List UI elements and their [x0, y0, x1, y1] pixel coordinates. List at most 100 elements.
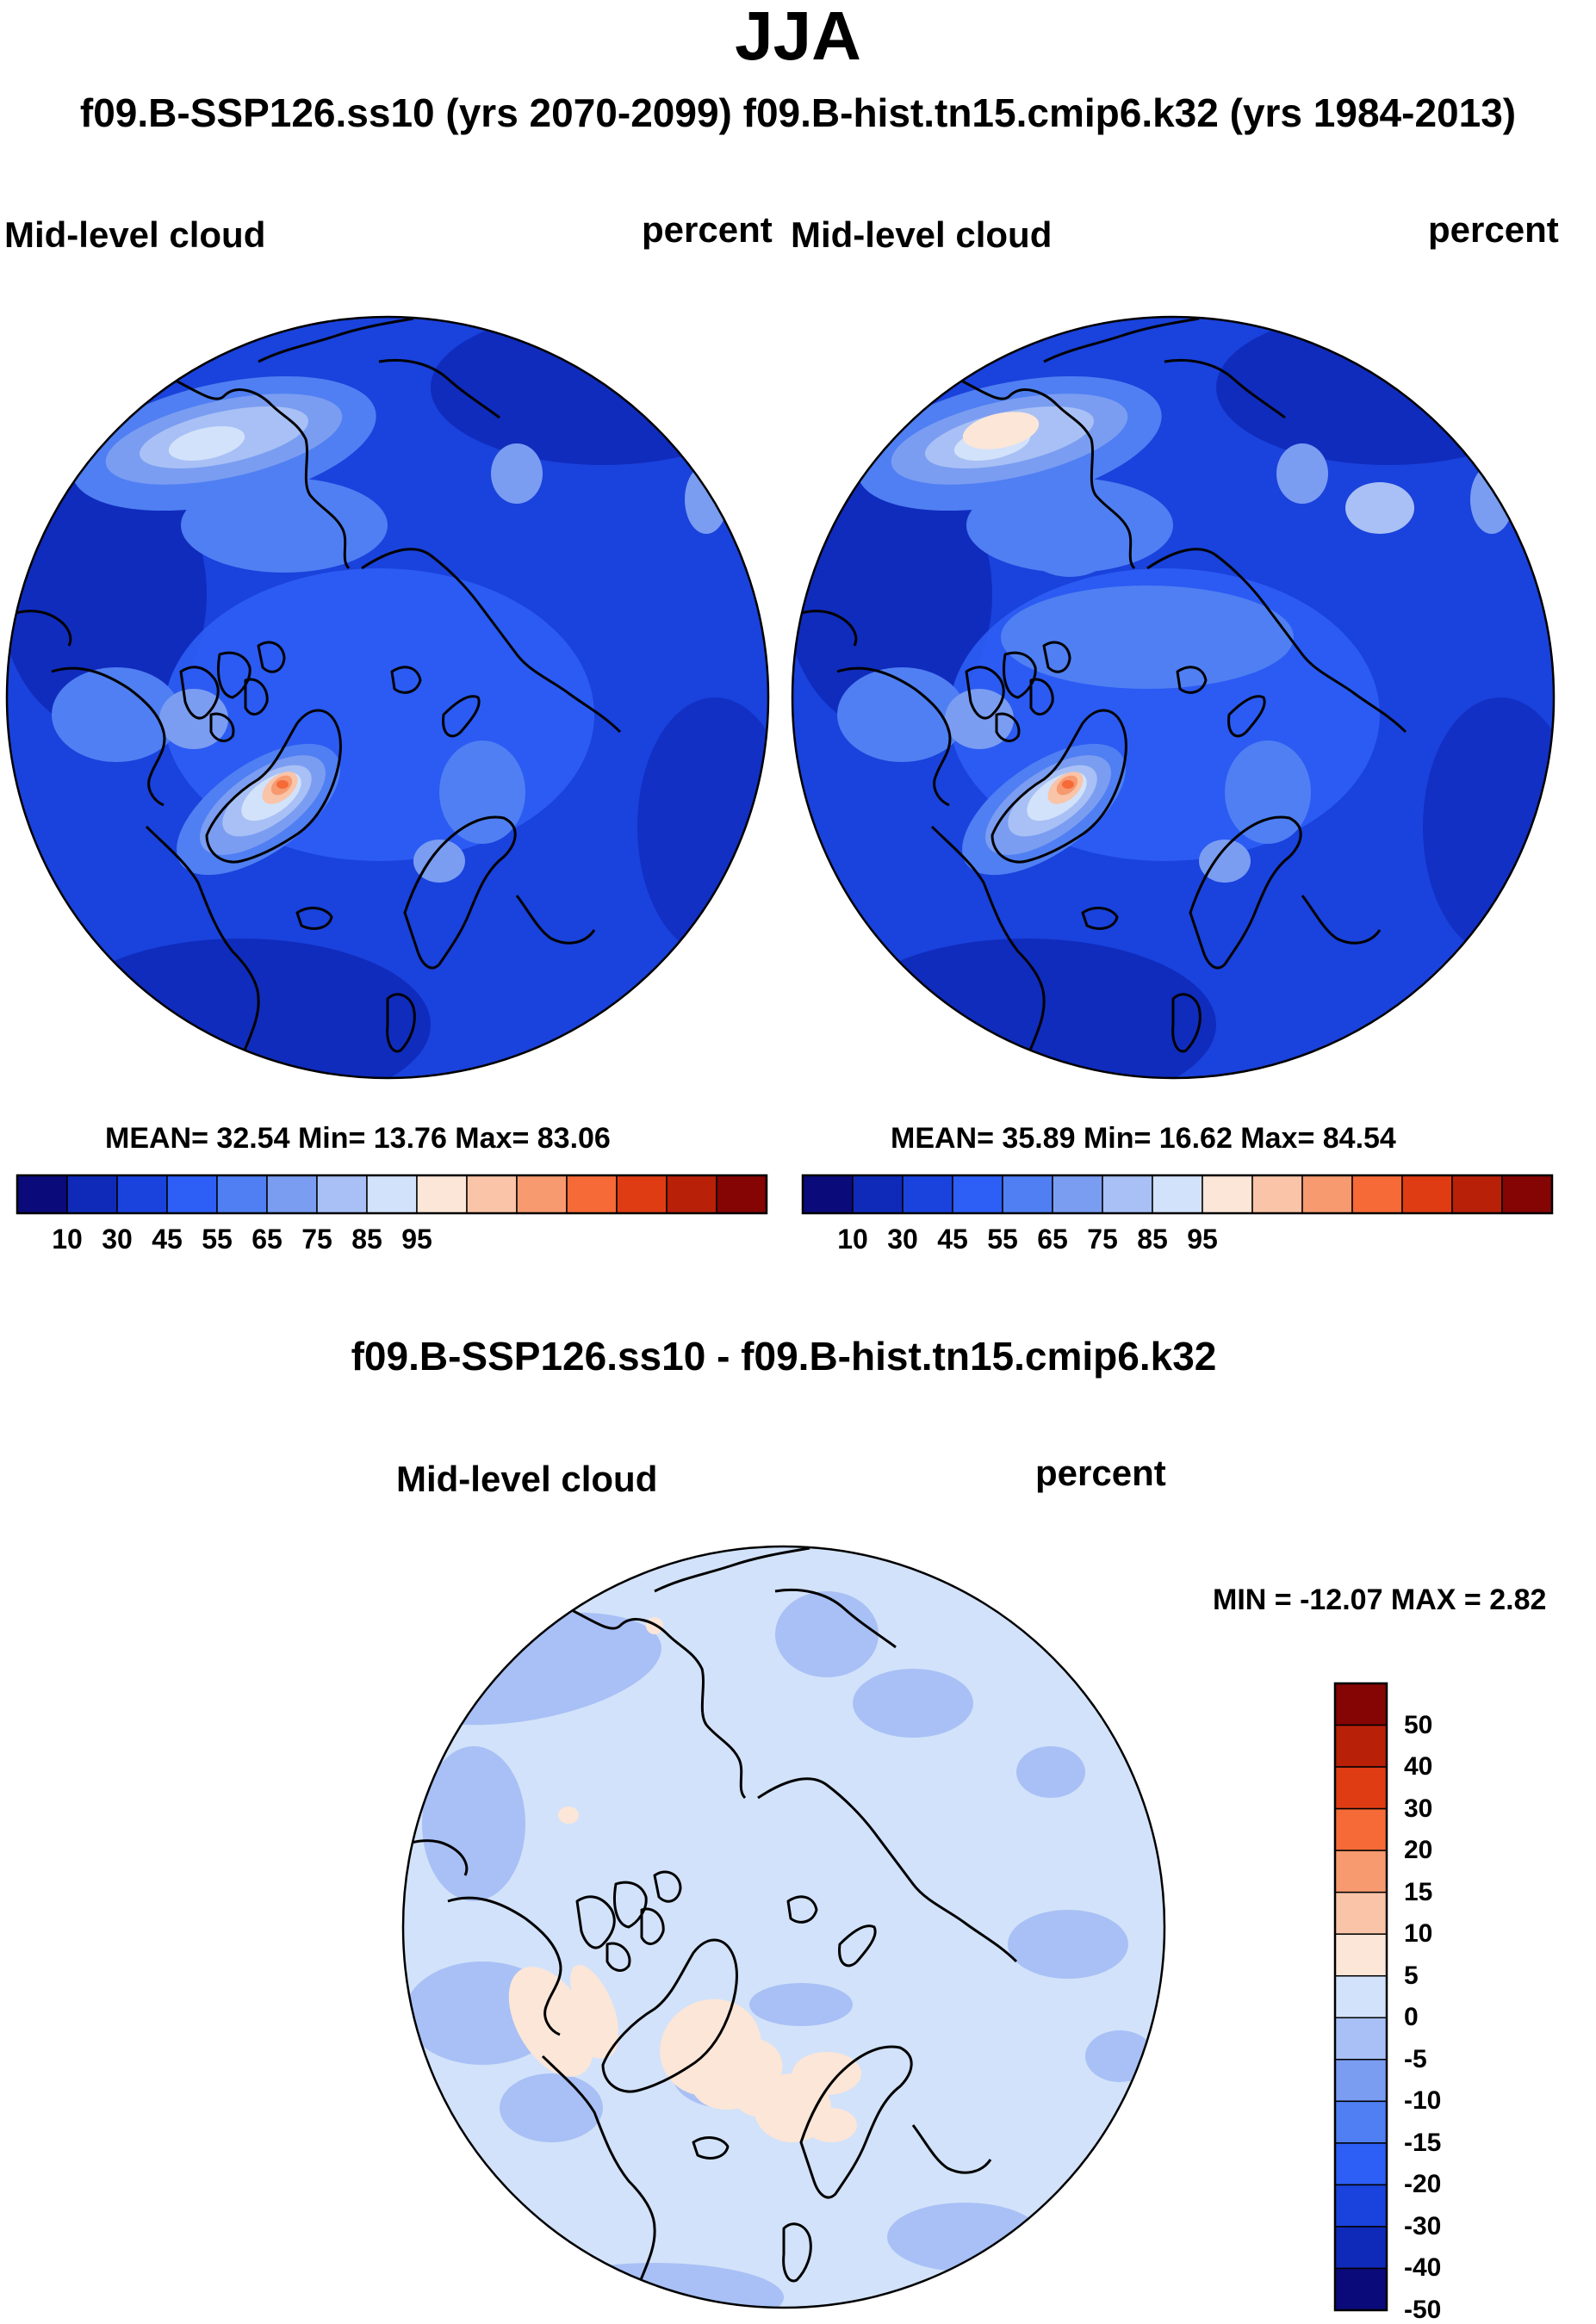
colorbar-tick-label: 50: [1404, 1710, 1433, 1739]
coastline: [1146, 548, 1407, 734]
colorbar-swatch: [616, 1174, 668, 1214]
colorbar-tick-label: 85: [1137, 1224, 1168, 1255]
map-border: [5, 315, 770, 1080]
colorbar-swatch: [852, 1174, 904, 1214]
field-contour: [7, 456, 207, 732]
coastline: [541, 2054, 656, 2308]
colorbar-swatch: [952, 1174, 1003, 1214]
field-contour: [1276, 443, 1328, 504]
colorbar-swatch: [1334, 2017, 1388, 2061]
field-contour: [962, 412, 1040, 449]
colorbar-frame: [16, 1174, 768, 1215]
coastline: [209, 712, 235, 742]
field-contour: [775, 1591, 879, 1677]
colorbar-swatch: [802, 1174, 854, 1214]
field-contour: [1085, 2030, 1154, 2082]
coastline: [757, 1777, 1018, 1963]
coastline: [515, 895, 596, 945]
colorbar-swatch: [1334, 2100, 1388, 2144]
field-contour: [1008, 1910, 1128, 1979]
colorbar-tick-label: -10: [1404, 2086, 1442, 2116]
colorbar-swatch: [1251, 1174, 1303, 1214]
colorbar-swatch: [466, 1174, 518, 1214]
field-contour: [1216, 317, 1554, 465]
colorbar-swatch: [716, 1174, 767, 1214]
field-contour: [1225, 741, 1311, 844]
map-field: [403, 1546, 1164, 2308]
colorbar-swatch: [1501, 1174, 1553, 1214]
colorbar-tick-label: -40: [1404, 2253, 1442, 2283]
diff-polar-map: [401, 1545, 1166, 2309]
colorbar-swatch: [1334, 1724, 1388, 1768]
colorbar-tick-label: 95: [1187, 1224, 1218, 1255]
colorbar-swatch: [1401, 1174, 1453, 1214]
colorbar-swatch: [1334, 1766, 1388, 1810]
field-contour: [491, 443, 543, 504]
coastline: [390, 666, 422, 694]
field-contour: [413, 840, 465, 883]
colorbar-tick-label: 15: [1404, 1877, 1433, 1906]
colorbar-swatch: [1351, 1174, 1403, 1214]
colorbar-frame: [1333, 1682, 1388, 2312]
field-contour: [749, 1983, 853, 2026]
coastline: [1301, 895, 1382, 945]
colorbar-tick-label: 40: [1404, 1752, 1433, 1782]
coastline: [1176, 666, 1208, 694]
coastline: [605, 1942, 631, 1972]
colorbar-tick-label: -20: [1404, 2170, 1442, 2199]
coastline: [145, 825, 260, 1078]
colorbar-tick-label: 95: [401, 1224, 432, 1255]
coastline: [640, 1907, 665, 1945]
panel2-polar-map: [791, 315, 1556, 1080]
coastline: [403, 815, 517, 970]
colorbar-swatch: [1002, 1174, 1053, 1214]
colorbar-swatch: [1202, 1174, 1253, 1214]
colorbar-tick-label: -30: [1404, 2211, 1442, 2240]
field-contour: [439, 741, 525, 844]
field-contour: [1423, 697, 1554, 956]
colorbar-swatch: [1334, 2184, 1388, 2228]
coastline: [995, 712, 1021, 742]
colorbar-swatch: [166, 1174, 218, 1214]
field-contour: [637, 697, 768, 956]
field-contour: [1199, 840, 1251, 883]
field-contour: [837, 939, 1216, 1078]
coastline: [295, 907, 333, 930]
colorbar-swatch: [316, 1174, 368, 1214]
coastline: [1227, 695, 1266, 738]
colorbar-tick-label: 75: [1087, 1224, 1118, 1255]
coastline: [782, 2222, 812, 2283]
panel1-variable-label: Mid-level cloud: [4, 214, 266, 255]
coastline: [386, 993, 416, 1053]
diff-stats: MIN = -12.07 MAX = 2.82: [1213, 1583, 1547, 1616]
field-contour: [792, 2052, 861, 2095]
field-contour: [1345, 482, 1414, 534]
coastline: [447, 1896, 562, 2036]
colorbar-tick-label: 65: [1037, 1224, 1068, 1255]
coastline: [786, 1895, 818, 1924]
coastline: [361, 548, 622, 734]
panel2-colorbar: [801, 1174, 1554, 1215]
panel2-stats: MEAN= 35.89 Min= 16.62 Max= 84.54: [891, 1122, 1396, 1155]
coastline: [258, 317, 500, 419]
colorbar-swatch: [16, 1174, 68, 1214]
coastline: [51, 666, 166, 807]
field-contour: [52, 667, 181, 762]
colorbar-tick-label: 10: [52, 1224, 83, 1255]
colorbar-tick-label: 30: [1404, 1794, 1433, 1823]
diff-variable-label: Mid-level cloud: [396, 1459, 658, 1499]
panel1-colorbar: [16, 1174, 768, 1215]
field-contour: [52, 939, 431, 1078]
colorbar-tick-label: 45: [937, 1224, 968, 1255]
field-contour: [570, 2002, 618, 2059]
coastline: [1189, 815, 1302, 970]
coastline: [257, 641, 286, 673]
coastline: [601, 1938, 738, 2093]
map-field: [792, 317, 1554, 1078]
field-contour: [558, 1807, 579, 1824]
cases-subtitle: f09.B-SSP126.ss10 (yrs 2070-2099) f09.B-…: [79, 90, 1517, 135]
colorbar-tick-label: -5: [1404, 2044, 1427, 2073]
coastline: [653, 1870, 682, 1903]
colorbar-frame: [801, 1174, 1554, 1215]
coastline: [965, 666, 1005, 720]
